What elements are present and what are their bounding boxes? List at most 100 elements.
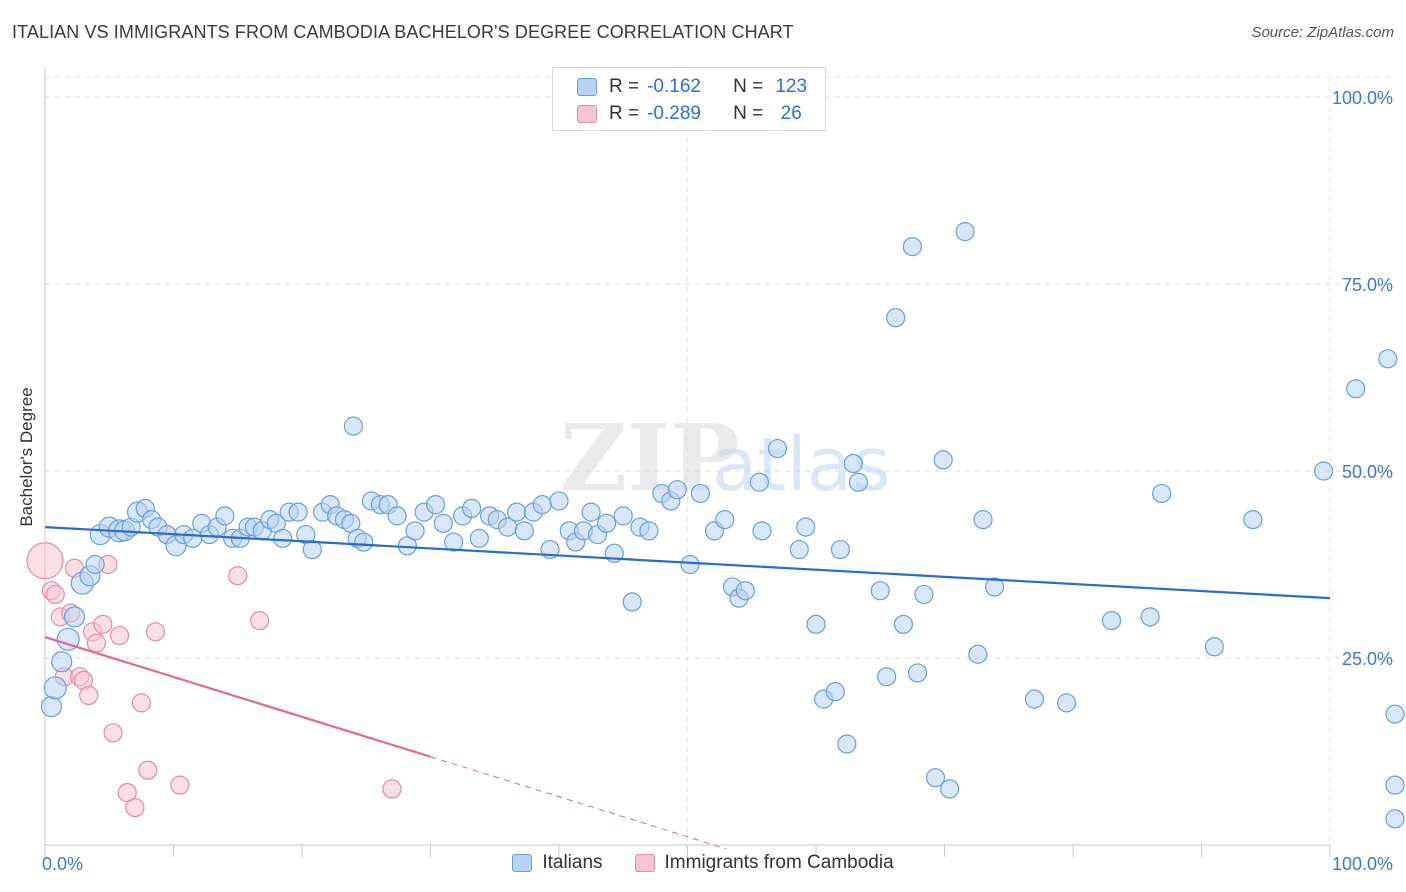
cambodia-point (228, 566, 248, 586)
cambodia-point (26, 542, 64, 580)
italians-point (405, 521, 425, 541)
series-legend: Italians Immigrants from Cambodia (0, 852, 1406, 874)
italians-point (51, 651, 73, 673)
italians-point (426, 495, 446, 515)
italians-point (914, 584, 934, 605)
italians-point (1313, 461, 1334, 481)
italians-point (387, 506, 407, 526)
italians-point (796, 517, 816, 537)
watermark-atlas: atlas (712, 422, 891, 508)
italians-point (767, 438, 788, 459)
italians-point (444, 532, 464, 552)
italians-point (433, 513, 453, 533)
r-value: -0.162 (647, 76, 701, 97)
italians-point (613, 506, 633, 526)
italians-point (1346, 379, 1366, 399)
x-tick-label: 100.0% (1332, 854, 1393, 874)
italians-point (680, 554, 700, 575)
italians-point (596, 513, 617, 533)
italians-point (1385, 704, 1405, 724)
italians-swatch (577, 78, 597, 96)
source-label: Source: ZipAtlas.com (1251, 24, 1394, 41)
cambodia-points (26, 524, 402, 818)
legend-row-italians: R = -0.162 N = 123 (577, 74, 811, 100)
italians-point (968, 644, 988, 664)
italians-point (469, 528, 489, 548)
cambodia-point (109, 625, 130, 646)
italians-point (85, 554, 105, 575)
italians-point (549, 491, 569, 511)
italians-point (735, 581, 755, 601)
italians-point (893, 614, 913, 634)
y-tick-label: 75.0% (1342, 275, 1393, 295)
italians-point (837, 734, 857, 754)
n-label: N = (733, 76, 764, 97)
italians-point (273, 528, 293, 548)
italians-point (1024, 689, 1045, 709)
italians-point (985, 577, 1005, 597)
cambodia-trend-line (44, 636, 431, 758)
y-tick-label: 25.0% (1342, 649, 1393, 669)
grid-lines (45, 76, 1395, 845)
italians-point (973, 510, 993, 530)
cambodia-point (145, 622, 166, 642)
italians-point (462, 498, 482, 518)
watermark: ZIP atlas (560, 404, 891, 512)
italians-point (907, 663, 928, 683)
italians-point (1385, 775, 1405, 795)
italians-point (1152, 483, 1172, 504)
italians-trend-line (44, 526, 1331, 600)
legend-item-cambodia[interactable]: Immigrants from Cambodia (634, 852, 894, 874)
axes (44, 68, 1331, 857)
italians-point (1101, 610, 1122, 631)
cambodia-point (170, 775, 190, 795)
italians-point (667, 480, 687, 500)
legend-item-italians[interactable]: Italians (512, 852, 603, 874)
italians-point (40, 696, 63, 718)
italians-point (715, 510, 735, 530)
italians-point (343, 416, 363, 436)
cambodia-point (382, 779, 402, 799)
italians-point (925, 768, 946, 788)
italians-point (877, 667, 897, 687)
n-value: 123 (775, 76, 808, 97)
n-label: N = (733, 103, 764, 124)
cambodia-point (93, 614, 113, 634)
italians-point (43, 676, 67, 700)
r-label: R = (609, 76, 640, 97)
cambodia-point (45, 584, 65, 605)
legend-row-cambodia: R = -0.289 N = 26 (577, 101, 811, 127)
cambodia-trend-extension (430, 756, 727, 850)
chart-title: ITALIAN VS IMMIGRANTS FROM CAMBODIA BACH… (12, 22, 794, 42)
italians-point (825, 682, 845, 702)
y-tick-label: 100.0% (1332, 88, 1393, 108)
italians-point (789, 539, 809, 560)
italians-point (639, 521, 659, 541)
italians-point (1378, 349, 1398, 369)
x-tick-label: 0.0% (42, 854, 83, 874)
italians-point (830, 539, 851, 560)
italians-point (902, 237, 922, 257)
italians-point (955, 222, 975, 242)
cambodia-swatch (634, 854, 655, 872)
italians-point (1140, 607, 1160, 627)
italians-point (1385, 809, 1405, 829)
italians-point (940, 779, 960, 799)
italians-point (506, 502, 527, 522)
italians-point (749, 472, 770, 492)
italians-point (288, 502, 308, 522)
cambodia-point (117, 783, 137, 803)
cambodia-point (131, 693, 151, 713)
y-tick-label: 50.0% (1342, 462, 1393, 482)
italians-point (302, 539, 322, 560)
italians-point (886, 308, 906, 328)
cambodia-swatch (577, 105, 597, 123)
stats-legend: R = -0.162 N = 123 R = -0.289 N = 26 (552, 67, 826, 131)
italians-point (933, 450, 953, 470)
italians-point (532, 495, 552, 515)
cambodia-point (125, 797, 145, 818)
legend-label-cambodia: Immigrants from Cambodia (664, 852, 894, 873)
cambodia-point (86, 633, 107, 653)
r-label: R = (609, 103, 640, 124)
